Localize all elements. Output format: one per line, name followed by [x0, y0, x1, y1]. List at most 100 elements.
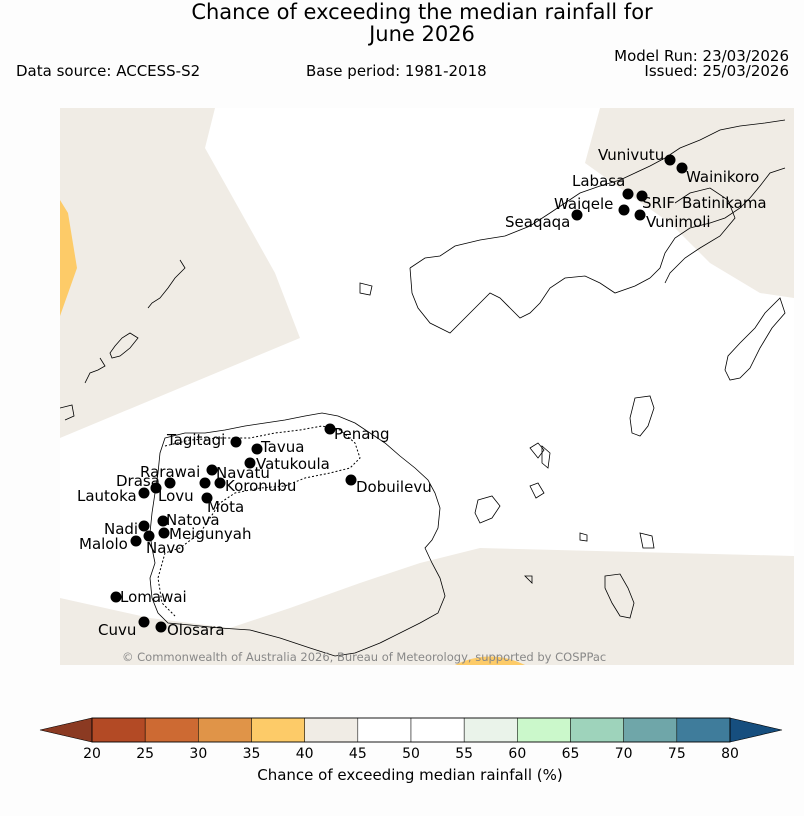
viti-levu-interior-boundary — [157, 425, 361, 617]
beqa-island — [529, 442, 545, 459]
station-label-drasa: Drasa — [116, 472, 160, 490]
colorbar-cell — [623, 717, 678, 743]
station-marker-labasa[interactable] — [622, 188, 634, 200]
colorbar-cell — [676, 717, 731, 743]
station-label-olosara: Olosara — [167, 621, 225, 639]
taveuni-island — [724, 297, 786, 381]
station-marker-nadi[interactable] — [138, 520, 150, 532]
colorbar-cell — [304, 717, 359, 743]
colorbar-tick-label: 20 — [83, 746, 101, 762]
station-label-natova: Natova — [166, 511, 220, 529]
ovalau-island — [629, 395, 655, 437]
station-marker-mota[interactable] — [201, 492, 213, 504]
map-title-line1: Chance of exceeding the median rainfall … — [191, 0, 653, 24]
station-marker-penang[interactable] — [324, 423, 336, 435]
station-label-labasa: Labasa — [572, 172, 625, 190]
colorbar-cell — [570, 717, 624, 743]
station-label-rarawai: Rarawai — [140, 463, 200, 481]
colorbar-tick-label: 35 — [243, 746, 261, 762]
station-marker-navo[interactable] — [143, 530, 155, 542]
station-marker-waiqele[interactable] — [618, 204, 630, 216]
colorbar-tick-label: 30 — [189, 746, 207, 762]
station-marker-vunimoli[interactable] — [634, 209, 646, 221]
colorbar-cell — [144, 717, 199, 743]
station-label-navatu: Navatu — [216, 464, 270, 482]
station-marker-navatu[interactable] — [199, 477, 211, 489]
colorbar-tick-label: 40 — [296, 746, 314, 762]
station-label-lomawai: Lomawai — [120, 588, 187, 606]
dry-region-west — [60, 200, 77, 316]
colorbar-outline — [91, 717, 731, 743]
station-label-lovu: Lovu — [158, 487, 194, 505]
colorbar-tick-label: 25 — [136, 746, 154, 762]
station-label-batinikama: Batinikama — [682, 194, 767, 212]
station-marker-vunivutu[interactable] — [664, 154, 676, 166]
near-median-region-northeast — [585, 108, 794, 298]
colorbar-cells — [91, 717, 731, 743]
colorbar-cell — [251, 717, 305, 743]
station-label-meigunyah: Meigunyah — [169, 525, 251, 543]
small-island-group-east — [359, 282, 655, 584]
station-label-tavua: Tavua — [260, 438, 304, 456]
station-marker-vatukoula[interactable] — [244, 457, 256, 469]
yasawa-islands — [60, 259, 186, 421]
colorbar-cell — [517, 717, 571, 743]
colorbar-tick-label: 50 — [402, 746, 420, 762]
station-marker-seaqaqa[interactable] — [571, 209, 583, 221]
colorbar-cell — [410, 717, 465, 743]
colorbar-tick-label: 45 — [349, 746, 367, 762]
station-marker-lautoka[interactable] — [138, 487, 150, 499]
colorbar-cell — [357, 717, 412, 743]
station-label-wainikoro: Wainikoro — [686, 168, 759, 186]
vanua-levu-coastline — [409, 119, 786, 334]
station-label-koronubu: Koronubu — [225, 477, 296, 495]
colorbar-axis-label: Chance of exceeding median rainfall (%) — [257, 766, 563, 784]
colorbar-tick-label: 70 — [615, 746, 633, 762]
station-marker-rarawai[interactable] — [206, 464, 218, 476]
rainfall-map: Vunivutu Wainikoro Labasa Waiqele SRIF B… — [60, 108, 794, 665]
issued-label: Issued: 25/03/2026 — [644, 62, 789, 80]
viti-levu-coastline — [149, 412, 446, 657]
colorbar-cell — [198, 717, 252, 743]
colorbar-under-arrow — [39, 717, 93, 743]
station-marker-srif[interactable] — [636, 190, 648, 202]
station-marker-wainikoro[interactable] — [676, 162, 688, 174]
station-marker-lomawai[interactable] — [110, 591, 122, 603]
station-marker-natova[interactable] — [157, 515, 169, 527]
station-label-seaqaqa: Seaqaqa — [505, 213, 570, 231]
map-title-line2: June 2026 — [369, 22, 475, 46]
station-label-vunimoli: Vunimoli — [646, 213, 711, 231]
station-label-dobuilevu: Dobuilevu — [356, 478, 432, 496]
station-label-navo: Navo — [146, 539, 184, 557]
station-marker-olosara[interactable] — [155, 621, 167, 633]
station-label-vunivutu: Vunivutu — [598, 146, 664, 164]
station-labels: Vunivutu Wainikoro Labasa Waiqele SRIF B… — [77, 146, 767, 639]
station-marker-tagitagi[interactable] — [230, 436, 242, 448]
station-marker-dobuilevu[interactable] — [345, 474, 357, 486]
colorbar-tick-label: 55 — [455, 746, 473, 762]
station-marker-tavua[interactable] — [251, 443, 263, 455]
station-marker-lovu[interactable] — [150, 482, 162, 494]
station-marker-drasa[interactable] — [164, 477, 176, 489]
station-label-srif: SRIF — [642, 194, 675, 212]
koro-island — [474, 495, 501, 524]
vanua-levu-east-coast — [664, 187, 736, 284]
colorbar-tick-label: 60 — [508, 746, 526, 762]
kadavu-island — [604, 573, 635, 619]
base-period-label: Base period: 1981-2018 — [306, 62, 487, 80]
station-marker-malolo[interactable] — [130, 535, 142, 547]
colorbar-cell — [463, 717, 518, 743]
colorbar-over-arrow — [729, 717, 783, 743]
station-label-tagitagi: Tagitagi — [166, 431, 225, 449]
station-marker-koronubu[interactable] — [214, 477, 226, 489]
colorbar-ticks: 20 25 30 35 40 45 50 55 60 65 70 75 80 — [83, 746, 739, 762]
station-marker-cuvu[interactable] — [138, 616, 150, 628]
colorbar: 20 25 30 35 40 45 50 55 60 65 70 75 80 — [39, 717, 783, 762]
station-label-malolo: Malolo — [79, 535, 128, 553]
colorbar-cell — [91, 717, 146, 743]
station-label-lautoka: Lautoka — [77, 487, 137, 505]
station-marker-meigunyah[interactable] — [158, 527, 170, 539]
data-source-label: Data source: ACCESS-S2 — [16, 62, 201, 80]
colorbar-tick-label: 80 — [721, 746, 739, 762]
colorbar-tick-label: 65 — [562, 746, 580, 762]
